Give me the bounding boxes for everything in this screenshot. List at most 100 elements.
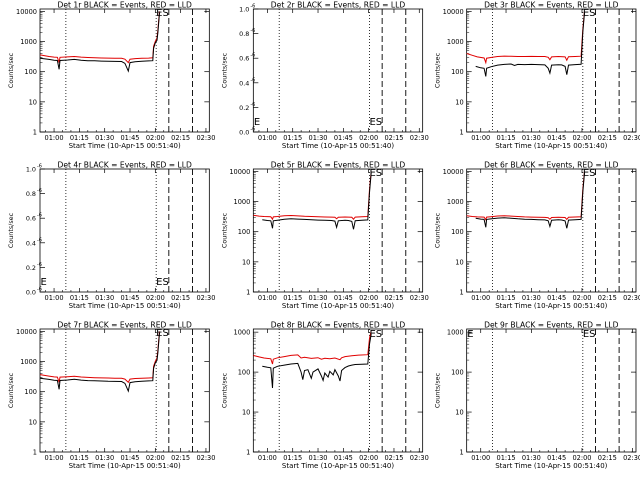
- x-tick-label: 01:45: [334, 454, 353, 462]
- y-tick-label: 1000: [20, 358, 37, 366]
- x-tick-label: 01:00: [45, 294, 64, 302]
- y-tick-label: 1.0: [26, 166, 36, 174]
- x-tick-label: 01:45: [120, 294, 139, 302]
- y-tick-label: 0.4: [239, 79, 249, 87]
- series-lld: [466, 171, 585, 221]
- annotation-label: E: [254, 117, 260, 128]
- plot-frame: [252, 168, 424, 293]
- y-tick-label: 1000: [234, 198, 251, 206]
- y-tick-exponent: -6: [250, 127, 255, 133]
- x-tick-label: 01:45: [334, 294, 353, 302]
- x-tick-label: 01:30: [309, 294, 328, 302]
- annotation-label: E: [467, 329, 473, 340]
- x-tick-label: 01:30: [309, 454, 328, 462]
- x-tick-label: 01:30: [95, 294, 114, 302]
- x-tick-label: 02:00: [572, 454, 591, 462]
- panel-1: Det 1r BLACK = Events, RED = LLD 01:00 01:…: [7, 1, 215, 151]
- series-lld: [40, 331, 160, 384]
- x-tick-label: 01:00: [471, 134, 490, 142]
- y-tick-label: 0.8: [239, 30, 249, 38]
- y-tick-label: 10: [242, 409, 250, 417]
- y-tick-label: 0.2: [239, 104, 249, 112]
- x-axis-title: Start Time (10-Apr-15 00:51:40): [69, 302, 181, 310]
- plot-frame: [466, 168, 637, 293]
- y-tick-exponent: -6: [250, 102, 255, 108]
- panel-title: Det 6r BLACK = Events, RED = LLD: [484, 161, 619, 170]
- panel-6: Det 6r BLACK = Events, RED = LLD 01:00 01:…: [434, 161, 640, 311]
- x-tick-label: 02:00: [146, 454, 165, 462]
- y-tick-label: 100: [451, 68, 464, 76]
- x-tick-label: 02:15: [598, 454, 617, 462]
- y-tick-label: 1: [246, 289, 250, 297]
- y-tick-exponent: -6: [37, 262, 42, 268]
- x-tick-label: 01:15: [497, 454, 516, 462]
- x-tick-label: 01:45: [547, 454, 566, 462]
- x-tick-label: 01:00: [471, 454, 490, 462]
- x-tick-label: 02:30: [623, 294, 640, 302]
- plot-frame: [466, 8, 637, 133]
- x-tick-label: 02:15: [171, 294, 190, 302]
- x-axis-title: Start Time (10-Apr-15 00:51:40): [69, 462, 181, 470]
- y-tick-label: 0.2: [26, 264, 36, 272]
- panel-title: Det 7r BLACK = Events, RED = LLD: [57, 321, 192, 330]
- series-events: [40, 332, 160, 393]
- y-tick-exponent: -6: [37, 213, 42, 219]
- y-tick-label: 1000: [20, 38, 37, 46]
- x-tick-label: 02:00: [146, 134, 165, 142]
- series-lld: [253, 330, 372, 365]
- x-axis-title: Start Time (10-Apr-15 00:51:40): [495, 302, 607, 310]
- x-tick-label: 01:15: [283, 134, 302, 142]
- plot-frame: [252, 328, 424, 453]
- y-tick-label: 1000: [447, 38, 464, 46]
- y-tick-exponent: -6: [37, 287, 42, 293]
- x-tick-label: 01:00: [258, 454, 277, 462]
- y-tick-label: 0.6: [26, 215, 36, 223]
- y-tick-label: 1000: [234, 329, 251, 337]
- x-tick-label: 02:15: [171, 454, 190, 462]
- panel-title: Det 2r BLACK = Events, RED = LLD: [271, 1, 406, 10]
- series-events: [475, 12, 585, 77]
- annotation-label: ES: [583, 8, 596, 19]
- x-axis-title: Start Time (10-Apr-15 00:51:40): [282, 302, 394, 310]
- y-axis-title: Counts/sec: [7, 372, 15, 408]
- plot-frame: [252, 8, 424, 133]
- x-tick-label: 01:15: [283, 294, 302, 302]
- x-tick-label: 01:00: [471, 294, 490, 302]
- x-tick-label: 02:00: [359, 294, 378, 302]
- panel-title: Det 8r BLACK = Events, RED = LLD: [271, 321, 406, 330]
- y-tick-label: 0.8: [26, 190, 36, 198]
- y-tick-label: 10: [29, 98, 37, 106]
- x-axis-title: Start Time (10-Apr-15 00:51:40): [495, 142, 607, 150]
- x-tick-label: 01:00: [45, 134, 64, 142]
- x-tick-label: 02:00: [359, 134, 378, 142]
- series-lld: [466, 11, 585, 65]
- plot-frame: [39, 8, 210, 133]
- x-tick-label: 01:15: [497, 134, 516, 142]
- series-events: [475, 172, 585, 229]
- y-tick-label: 0.0: [239, 129, 249, 137]
- x-tick-label: 02:00: [572, 134, 591, 142]
- y-tick-label: 10: [455, 98, 463, 106]
- x-tick-label: 02:15: [598, 134, 617, 142]
- y-tick-label: 10: [242, 258, 250, 266]
- x-tick-label: 01:45: [120, 134, 139, 142]
- x-tick-label: 01:45: [120, 454, 139, 462]
- y-tick-exponent: -6: [37, 237, 42, 243]
- panel-3: Det 3r BLACK = Events, RED = LLD 01:00 01:…: [434, 1, 640, 151]
- y-tick-label: 100: [238, 228, 251, 236]
- x-tick-label: 01:15: [283, 454, 302, 462]
- annotation-label: ES: [583, 168, 596, 179]
- y-tick-label: 1000: [447, 329, 464, 337]
- y-axis-title: Counts/sec: [434, 52, 442, 88]
- y-tick-exponent: -6: [250, 77, 255, 83]
- y-tick-label: 10: [29, 418, 37, 426]
- x-tick-label: 02:30: [410, 134, 429, 142]
- panel-7: Det 7r BLACK = Events, RED = LLD 01:00 01:…: [7, 321, 215, 471]
- y-tick-label: 10000: [16, 8, 37, 16]
- y-axis-title: Counts/sec: [434, 372, 442, 408]
- y-tick-label: 1: [459, 449, 463, 457]
- y-axis-title: Counts/sec: [434, 212, 442, 248]
- y-tick-label: 10000: [443, 168, 464, 176]
- y-tick-label: 10000: [229, 168, 250, 176]
